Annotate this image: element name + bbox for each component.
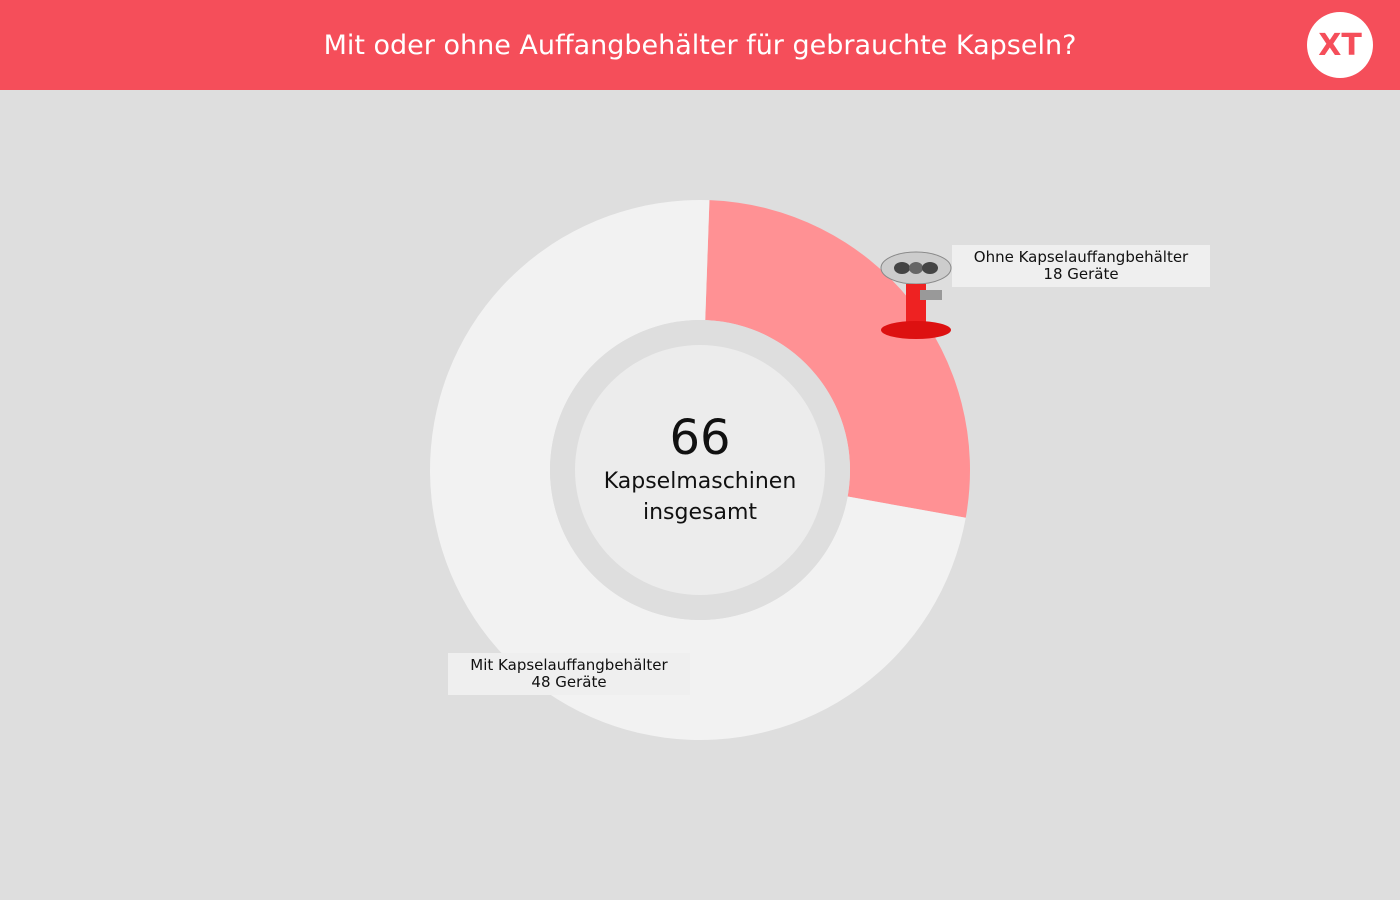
donut-center [575,345,825,595]
donut-slice [430,200,966,740]
slice-value-label: 48 Geräte [531,673,607,691]
slice-label: Mit Kapselauffangbehälter 48 Geräte [448,653,690,695]
chart [430,200,970,740]
page-title: Mit oder ohne Auffangbehälter für gebrau… [323,30,1077,61]
slice-value-label: 18 Geräte [1043,265,1119,283]
donut-slice [705,200,970,518]
slice-label: Ohne Kapselauffangbehälter 18 Geräte [952,245,1210,287]
header: Mit oder ohne Auffangbehälter für gebrau… [0,0,1400,90]
center-label: Kapselmaschinen insgesamt [603,469,797,525]
center-value: 66 [669,410,731,466]
coffee-machine-icon [880,251,952,339]
logo-circle [1307,12,1373,78]
slice-name: Mit Kapselauffangbehälter [470,656,668,674]
center-text: 66 Kapselmaschinen insgesamt [580,410,820,528]
slice-name: Ohne Kapselauffangbehälter [973,248,1189,266]
logo: XT [1307,12,1373,78]
logo-text: XT [1318,28,1362,63]
